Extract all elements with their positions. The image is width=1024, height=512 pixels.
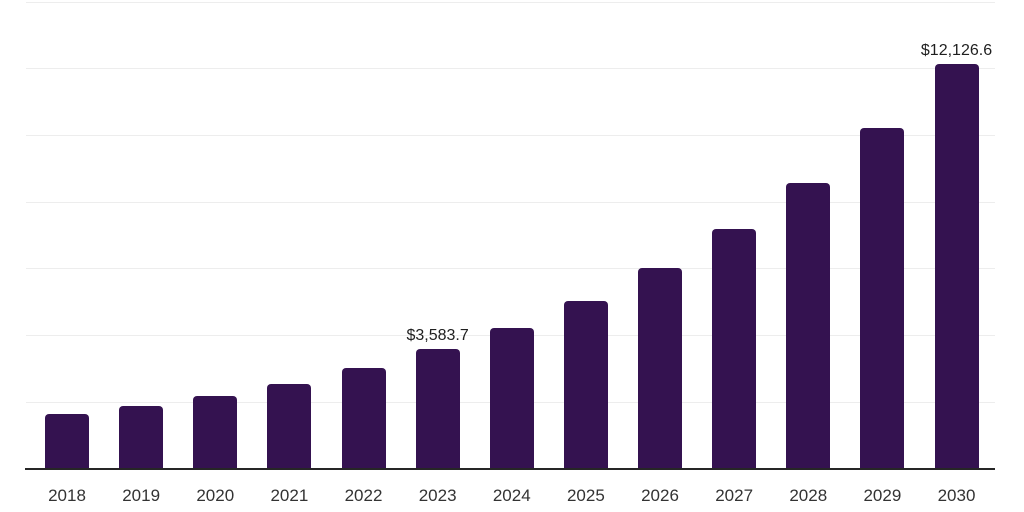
x-tick-label-2027: 2027 xyxy=(715,486,754,505)
bar-2020 xyxy=(193,395,238,469)
gridline-14000 xyxy=(26,1,995,3)
bar-2023 xyxy=(415,349,460,469)
x-tick-label-2025: 2025 xyxy=(566,486,605,505)
data-label-2030: $12,126.6 xyxy=(920,42,993,60)
x-tick-label-2030: 2030 xyxy=(937,486,976,505)
bar-2027 xyxy=(712,229,757,469)
bar-2026 xyxy=(638,268,682,469)
bar-2028 xyxy=(786,182,831,469)
gridline-10000 xyxy=(26,134,995,136)
bar-2024 xyxy=(489,327,534,469)
gridline-6000 xyxy=(26,268,995,270)
x-tick-label-2024: 2024 xyxy=(492,486,531,505)
x-tick-label-2019: 2019 xyxy=(122,486,161,505)
x-tick-label-2023: 2023 xyxy=(418,486,457,505)
bar-2022 xyxy=(341,367,386,469)
x-tick-label-2026: 2026 xyxy=(641,486,679,505)
gridline-8000 xyxy=(26,201,995,203)
x-tick-label-2021: 2021 xyxy=(270,486,309,505)
bar-2029 xyxy=(860,127,905,469)
x-tick-label-2022: 2022 xyxy=(344,486,383,505)
bar-2018 xyxy=(45,413,89,469)
x-tick-label-2028: 2028 xyxy=(789,486,828,505)
bar-2025 xyxy=(563,301,608,469)
gridline-12000 xyxy=(26,68,995,70)
x-tick-label-2020: 2020 xyxy=(196,486,235,505)
bar-2030 xyxy=(934,64,979,469)
bar-2021 xyxy=(267,383,312,469)
bar-2019 xyxy=(119,405,164,469)
x-tick-label-2018: 2018 xyxy=(48,486,86,505)
data-label-2023: $3,583.7 xyxy=(406,327,469,345)
x-tick-label-2029: 2029 xyxy=(863,486,902,505)
x-axis-line xyxy=(25,468,995,470)
